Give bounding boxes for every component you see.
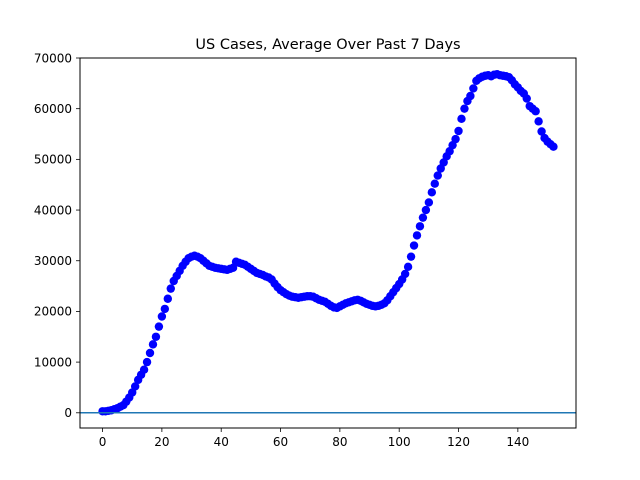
data-point — [451, 134, 460, 144]
data-point — [418, 213, 428, 222]
data-points — [98, 70, 558, 416]
data-point — [139, 365, 149, 374]
data-point — [160, 304, 170, 314]
y-tick-label: 30000 — [34, 254, 72, 268]
data-point — [421, 205, 431, 215]
y-tick-label: 70000 — [34, 51, 72, 65]
data-point — [412, 231, 422, 240]
data-point — [166, 284, 175, 293]
y-tick-label: 60000 — [34, 102, 72, 116]
data-point — [457, 114, 466, 124]
data-point — [415, 222, 425, 231]
y-axis: 0 10000 20000 30000 40000 50000 60000 70000 — [34, 51, 80, 420]
y-tick-label: 0 — [64, 406, 72, 420]
x-tick-label: 0 — [99, 435, 107, 449]
data-point — [466, 91, 475, 101]
data-point — [433, 171, 442, 180]
data-point — [400, 269, 410, 279]
data-point — [148, 340, 158, 349]
data-point — [154, 322, 164, 331]
data-point — [163, 294, 173, 303]
data-point — [469, 84, 478, 93]
data-point — [409, 241, 419, 250]
plot-area — [80, 58, 576, 428]
x-tick-label: 100 — [388, 435, 411, 449]
data-point — [403, 262, 413, 272]
plot-frame — [79, 57, 577, 429]
data-point — [406, 252, 416, 261]
data-point — [460, 104, 469, 113]
x-tick-label: 80 — [332, 435, 347, 449]
data-point — [430, 179, 439, 188]
x-tick-label: 120 — [447, 435, 470, 449]
data-point — [145, 348, 155, 358]
data-point — [130, 382, 140, 391]
data-point — [549, 142, 558, 151]
data-point — [142, 357, 152, 367]
x-tick-label: 140 — [506, 435, 529, 449]
y-tick-label: 10000 — [34, 355, 72, 369]
chart-title: US Cases, Average Over Past 7 Days — [195, 37, 460, 53]
data-point — [427, 188, 437, 197]
data-point — [424, 198, 434, 207]
data-point — [522, 94, 531, 103]
x-axis: 0 20 40 60 80 100 120 140 — [99, 428, 529, 449]
y-tick-label: 20000 — [34, 305, 72, 319]
data-point — [157, 312, 167, 321]
y-tick-label: 40000 — [34, 203, 72, 217]
data-point — [534, 117, 543, 126]
x-tick-label: 40 — [214, 435, 229, 449]
data-point — [531, 107, 540, 116]
data-point — [537, 127, 546, 136]
x-tick-label: 20 — [154, 435, 169, 449]
data-point — [454, 126, 463, 136]
x-tick-label: 60 — [273, 435, 288, 449]
y-tick-label: 50000 — [34, 153, 72, 167]
data-point — [151, 332, 161, 341]
